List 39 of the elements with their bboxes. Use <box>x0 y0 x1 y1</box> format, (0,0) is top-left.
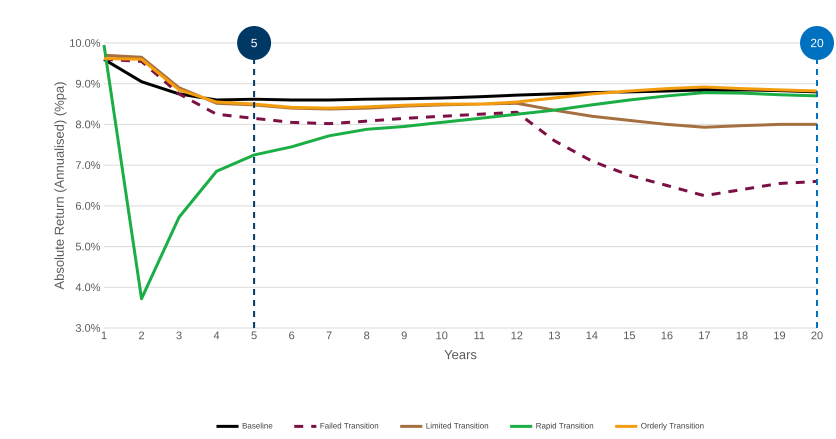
y-tick-label: 9.0% <box>76 80 100 88</box>
x-tick-label: 9 <box>402 332 407 340</box>
x-tick-label: 1 <box>102 332 107 340</box>
legend-label: Limited Transition <box>426 422 488 429</box>
line-series <box>102 58 819 198</box>
x-tick-label: 5 <box>251 332 257 340</box>
x-tick-label: 13 <box>549 332 560 340</box>
x-tick-label: 4 <box>214 332 220 340</box>
y-tick-label: 5.0% <box>76 242 100 250</box>
legend-label: Rapid Transition <box>536 422 594 430</box>
x-tick-label: 12 <box>512 332 522 340</box>
x-tick-label: 8 <box>364 332 370 340</box>
x-tick-label: 7 <box>326 332 332 340</box>
x-tick-label: 2 <box>139 332 144 340</box>
x-tick-label: 6 <box>289 332 294 340</box>
y-tick-label: 7.0% <box>76 161 100 170</box>
x-tick-label: 3 <box>176 332 182 340</box>
x-tick-label: 10 <box>436 332 448 340</box>
x-tick-label: 14 <box>586 332 598 340</box>
x-tick-label: 15 <box>624 332 636 340</box>
x-tick-label: 18 <box>736 332 748 340</box>
y-tick-label: 4.0% <box>76 283 100 292</box>
x-tick-label: 16 <box>662 332 673 340</box>
legend-label: Baseline <box>242 422 272 429</box>
line-series <box>102 56 819 110</box>
x-tick-label: 20 <box>811 332 823 340</box>
x-tick-label: 17 <box>699 332 710 340</box>
y-tick-label: 6.0% <box>76 202 100 210</box>
ref-line-label: 20 <box>810 38 824 48</box>
legend-label: Orderly Transition <box>641 422 704 430</box>
legend-label: Failed Transition <box>320 422 378 429</box>
y-tick-label: 10.0% <box>70 39 100 47</box>
x-tick-label: 19 <box>774 332 786 340</box>
y-axis-title: Absolute Return (Annualised) (%pa) <box>54 82 66 290</box>
y-tick-label: 8.0% <box>76 120 100 128</box>
ref-line-label: 5 <box>251 38 257 48</box>
y-tick-label: 3.0% <box>76 324 100 332</box>
x-axis-title: Years <box>444 350 476 360</box>
x-tick-label: 11 <box>474 332 484 340</box>
